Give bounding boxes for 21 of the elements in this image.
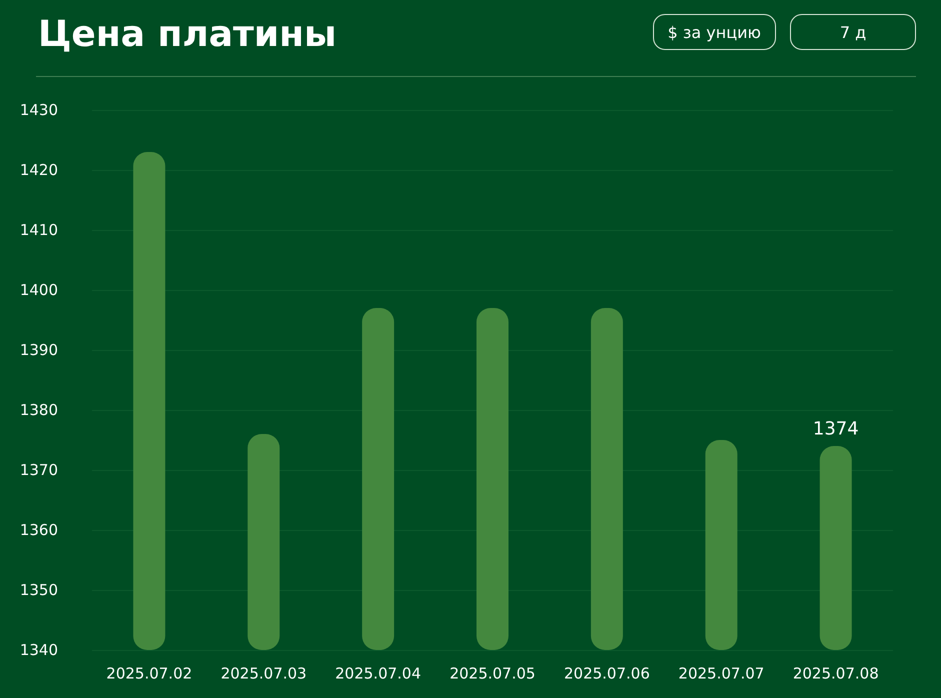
text: 7 д [790,14,916,50]
y-tick-label: 1370 [20,461,58,479]
y-tick-label: 1360 [20,521,58,539]
x-tick-label: 2025.07.05 [450,664,536,682]
y-tick-label: 1410 [20,221,58,239]
y-tick-label: 1390 [20,341,58,359]
y-tick-label: 1340 [20,641,58,659]
x-tick-label: 2025.07.08 [792,664,879,682]
y-tick-label: 1350 [20,581,58,599]
chart-title: Цена платины [38,14,337,55]
y-tick-label: 1400 [20,281,58,299]
x-tick-label: 2025.07.07 [678,664,764,682]
x-tick-label: 2025.07.06 [564,664,650,682]
y-tick-label: 1380 [20,401,58,419]
x-tick-label: 2025.07.02 [106,664,192,682]
data-label: 1374 [812,418,859,440]
y-tick-label: 1420 [20,161,58,179]
text: $ за унцию [652,14,776,50]
x-tick-label: 2025.07.03 [220,664,307,682]
y-tick-label: 1430 [20,101,58,119]
x-tick-label: 2025.07.04 [335,664,422,682]
